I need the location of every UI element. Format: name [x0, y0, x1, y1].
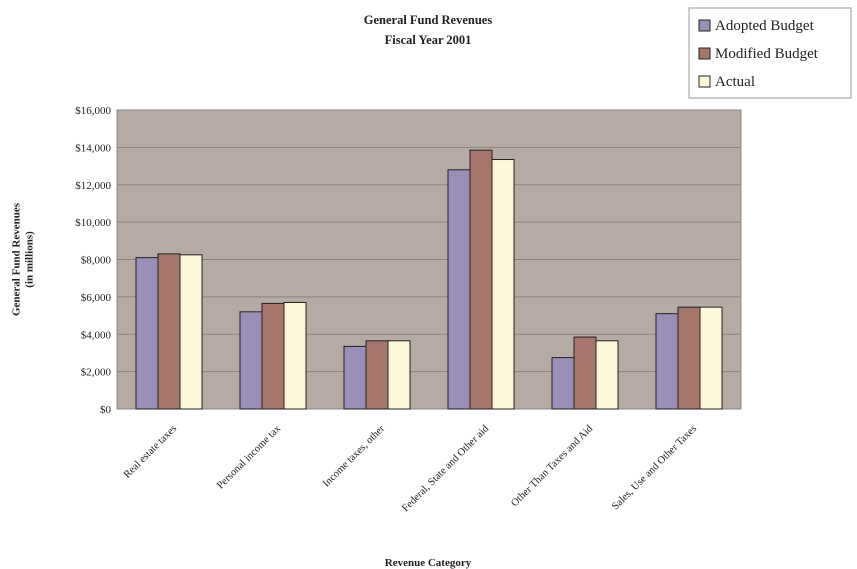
y-tick-label: $8,000	[81, 255, 112, 267]
bar	[283, 301, 307, 410]
chart-subtitle: Fiscal Year 2001	[385, 33, 472, 47]
bar	[239, 311, 263, 410]
x-category-label: Other Than Taxes and Aid	[509, 423, 595, 509]
bar	[157, 253, 181, 410]
x-category-label: Sales, Use and Other Taxes	[610, 423, 699, 512]
bar	[491, 159, 515, 410]
bar	[469, 149, 493, 410]
legend-label: Adopted Budget	[715, 18, 815, 34]
bar	[699, 306, 723, 410]
x-category-label: Personal income tax	[215, 423, 284, 492]
bar	[551, 357, 575, 410]
bar	[655, 313, 679, 410]
y-tick-label: $6,000	[81, 292, 112, 304]
bar	[365, 340, 389, 410]
legend-label: Modified Budget	[715, 46, 819, 62]
y-tick-label: $16,000	[75, 105, 111, 117]
chart-title: General Fund Revenues	[364, 13, 493, 27]
bar	[135, 257, 159, 410]
x-category-label: Income taxes, other	[321, 423, 387, 489]
x-category-label: Federal, State and Other aid	[400, 423, 491, 514]
y-axis-ticks: $0 $2,000 $4,000 $6,000 $8,000 $10,000 $12,000…	[75, 105, 111, 416]
bar	[387, 340, 411, 410]
y-tick-label: $12,000	[75, 180, 111, 192]
legend-swatch	[698, 47, 711, 60]
legend-label: Actual	[715, 74, 755, 90]
bar	[573, 336, 597, 410]
bars	[135, 149, 723, 410]
bar	[677, 306, 701, 410]
x-axis-categories: Real estate taxes Personal income tax Inco…	[122, 423, 699, 514]
bar	[179, 254, 203, 410]
y-tick-label: $14,000	[75, 142, 111, 154]
y-axis-title-line: (in millions)	[24, 231, 36, 288]
legend-swatch	[698, 19, 711, 32]
legend-swatch	[698, 75, 711, 88]
y-tick-label: $10,000	[75, 217, 111, 229]
x-category-label: Real estate taxes	[122, 423, 179, 480]
bar	[261, 302, 285, 410]
y-tick-label: $2,000	[81, 367, 112, 379]
y-axis-title: General Fund Revenues(in millions)	[11, 202, 36, 316]
x-axis-title: Revenue Category	[385, 557, 472, 569]
bar	[595, 340, 619, 410]
legend: Adopted Budget Modified Budget Actual	[688, 7, 852, 99]
bar	[343, 345, 367, 410]
bar	[447, 169, 471, 410]
y-tick-label: $4,000	[81, 329, 112, 341]
y-tick-label: $0	[100, 404, 112, 416]
legend-items: Adopted Budget Modified Budget Actual	[698, 18, 819, 90]
gridlines	[117, 146, 741, 373]
legend-box	[688, 7, 852, 99]
y-axis-title-line: General Fund Revenues	[11, 202, 23, 316]
